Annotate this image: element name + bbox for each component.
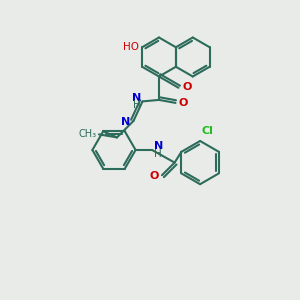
Text: H: H [154,149,162,159]
Text: H: H [133,100,141,110]
Text: N: N [132,92,141,103]
Text: HO: HO [122,42,139,52]
Text: O: O [182,82,192,92]
Text: N: N [121,116,130,127]
Text: N: N [154,141,164,152]
Text: O: O [178,98,188,108]
Text: O: O [150,171,159,181]
Text: Cl: Cl [202,127,214,136]
Text: CH₃: CH₃ [79,129,97,139]
